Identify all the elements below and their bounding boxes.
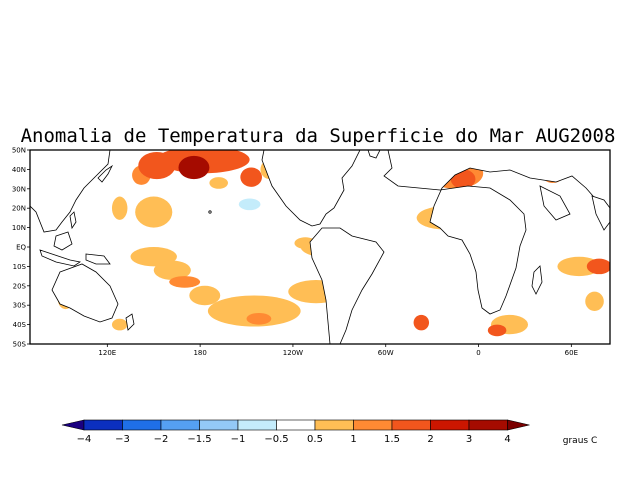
anomaly-patch [251,266,289,282]
anomaly-patch [169,276,201,288]
east-asia-land [30,150,111,233]
map-panel: 50N 40N 30N 20N 10N EQ 10S 20S 30S 40S 50S 120E 180… [12,147,611,357]
arabia-land [539,185,571,221]
anomaly-patch [436,287,468,304]
colorbar: −4 −3 −2 −1.5 −1 −0.5 0.5 1 1.5 2 3 4 [61,419,530,445]
colorbar-swatch [237,419,277,431]
anomaly-patch [413,314,430,331]
anomaly-patch [246,312,272,325]
colorbar-label: −0.5 [264,434,288,445]
eurasia-africa-land [383,150,610,315]
lat-tick-label: 10N [12,224,26,232]
colorbar-max-triangle [507,419,530,431]
anomaly-patch [207,295,301,327]
borneo-land [53,231,73,251]
lat-tick-label: EQ [16,244,26,252]
colorbar-swatch [160,419,200,431]
lon-tick-label: 60W [378,349,394,357]
lon-tick-label: 180 [193,349,206,357]
colorbar-label: −3 [115,434,130,445]
new-zealand-land [125,313,135,331]
indonesia-land [39,249,82,267]
lat-tick-label: 20N [12,205,26,213]
colorbar-label: −2 [154,434,169,445]
colorbar-label: −4 [77,434,92,445]
anomaly-patch [180,215,267,232]
colorbar-swatch [199,419,239,431]
anomaly-patch [111,318,128,331]
lat-tick-label: 30N [12,185,26,193]
anomaly-patch [586,258,610,275]
anomaly-patch [238,198,261,211]
new-guinea-land [85,253,111,265]
lat-tick-label: 40N [12,166,26,174]
colorbar-label: −1 [231,434,246,445]
colorbar-swatch [276,419,316,431]
colorbar-label: 1.5 [384,434,400,445]
anomaly-patch [532,297,564,313]
anomaly-patch [153,260,191,280]
colorbar-swatch [353,419,393,431]
lon-tick-label: 120W [283,349,303,357]
anomaly-patch [189,285,221,306]
colorbar-label: −1.5 [187,434,211,445]
colorbar-swatch [430,419,470,431]
anomaly-patch [585,291,604,312]
colorbar-units: graus C [563,436,597,446]
colorbar-min-triangle [61,419,85,431]
lat-tick-label: 50N [12,147,26,155]
anomaly-patch [181,247,228,267]
colorbar-swatch [468,419,508,431]
philippines-land [69,211,77,230]
lat-tick-label: 30S [13,302,27,310]
colorbar-label: 1 [350,434,356,445]
colorbar-label: 3 [466,434,472,445]
lat-tick-label: 40S [13,321,27,329]
colorbar-label: 2 [427,434,433,445]
anomaly-patch [571,328,587,341]
colorbar-swatch [83,419,123,431]
india-land [591,195,610,231]
lon-tick-label: 120E [98,349,116,357]
colorbar-label: 0.5 [307,434,323,445]
australia-land [51,263,119,323]
north-america-land [261,150,361,227]
lon-tick-label: 60E [565,349,578,357]
anomaly-patch [487,324,507,337]
south-america-land [309,227,385,344]
colorbar-swatch [122,419,162,431]
lat-tick-label: 10S [13,263,27,271]
japan-land [97,164,114,183]
anomaly-patch [178,155,210,180]
lat-tick-label: 50S [13,341,27,349]
greenland-land [367,150,381,159]
lat-axis: 50N 40N 30N 20N 10N EQ 10S 20S 30S 40S 50S [12,147,30,349]
chart-title: Anomalia de Temperatura da Superficie do… [21,125,616,147]
colorbar-swatch [391,419,431,431]
anomaly-patch [135,196,173,228]
hawaii-land [208,210,212,214]
anomaly-patch [240,167,262,187]
anomaly-patch [138,151,176,180]
coastlines [30,150,610,344]
colorbar-swatch [314,419,354,431]
lon-axis: 120E 180 120W 60W 0 60E [98,344,578,357]
anomaly-patch [111,196,128,220]
madagascar-land [531,265,543,295]
anomaly-patch [209,177,228,189]
colorbar-label: 4 [504,434,510,445]
lon-tick-label: 0 [476,349,480,357]
lat-tick-label: 20S [13,282,27,290]
